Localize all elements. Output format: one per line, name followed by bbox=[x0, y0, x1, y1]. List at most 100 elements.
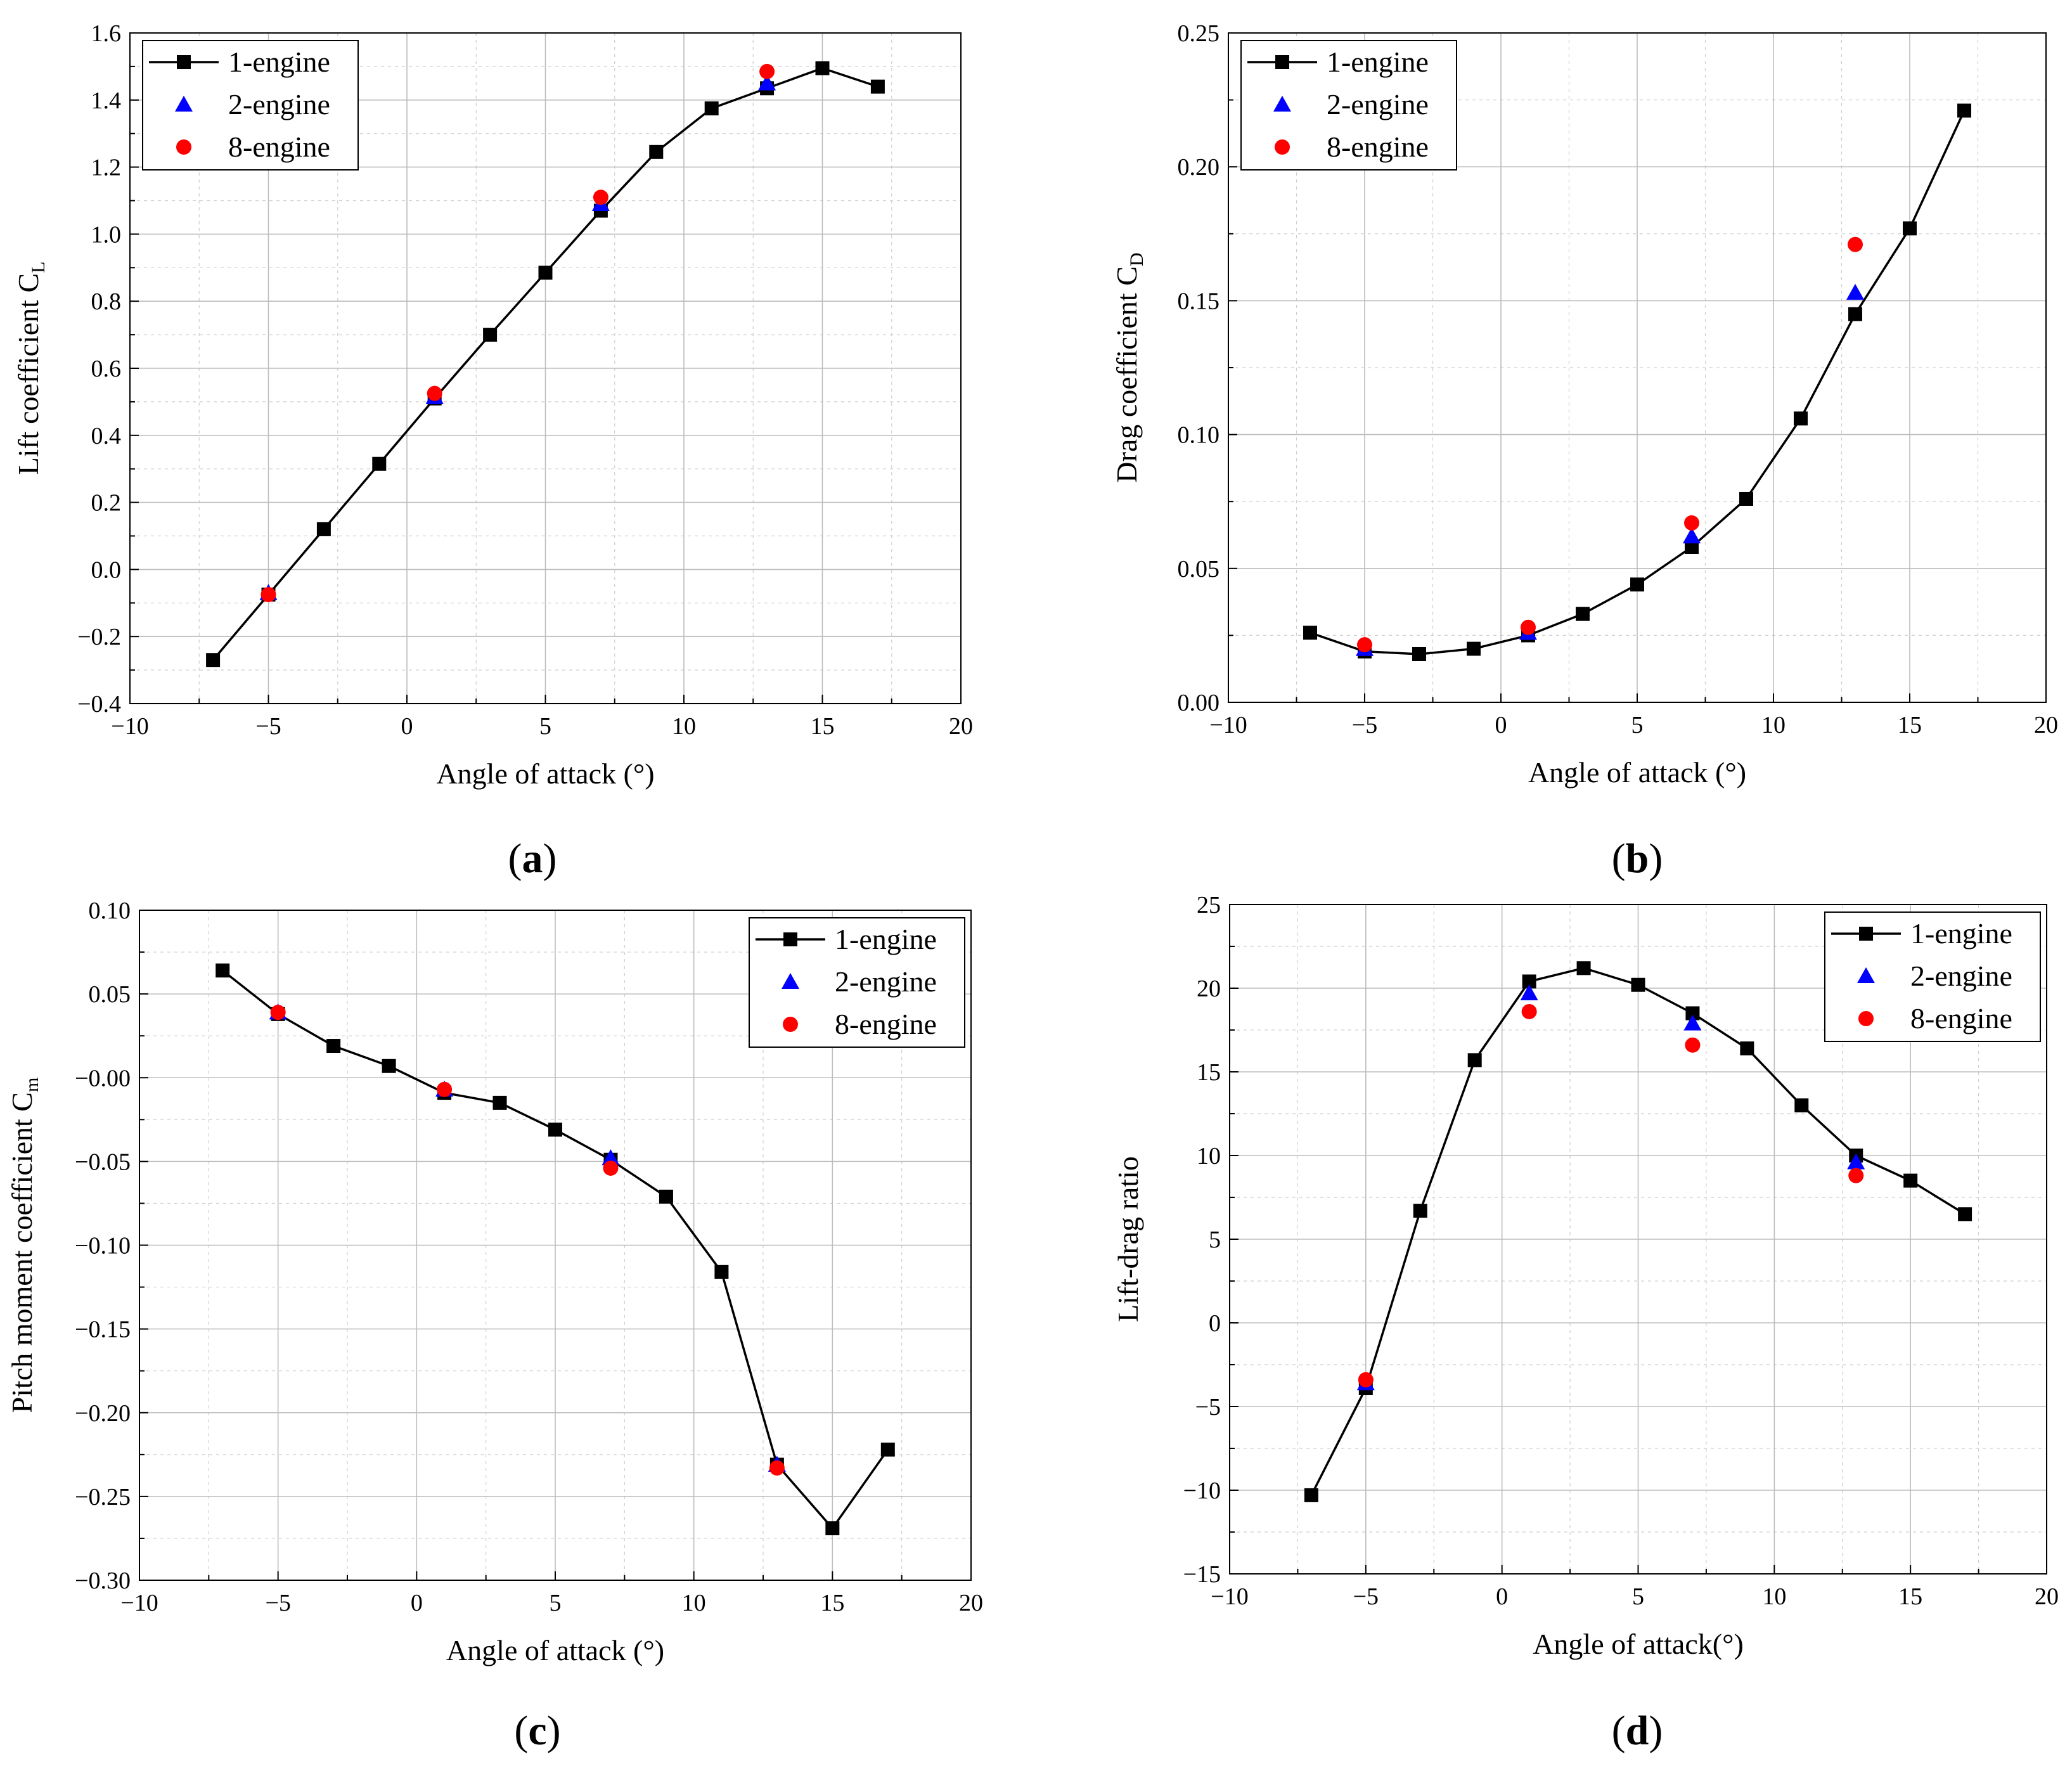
data-point-circle bbox=[427, 385, 442, 401]
legend-marker-circle bbox=[783, 1017, 798, 1032]
x-tick-label: 15 bbox=[1898, 712, 1922, 738]
legend: 1-engine 2-engine 8-engine bbox=[1240, 40, 1457, 171]
x-tick-label: 0 bbox=[1495, 712, 1507, 738]
data-point-triangle bbox=[1683, 1014, 1702, 1031]
data-point-circle bbox=[1684, 515, 1699, 531]
data-point-square bbox=[538, 266, 553, 280]
y-tick-label: 10 bbox=[1197, 1143, 1221, 1169]
data-point-square bbox=[548, 1123, 562, 1137]
series-8-engine bbox=[261, 63, 775, 603]
data-point-triangle bbox=[1520, 984, 1538, 1001]
data-point-circle bbox=[270, 1005, 286, 1021]
y-axis-title-subscript: L bbox=[28, 262, 49, 273]
y-tick-label: −5 bbox=[1195, 1394, 1221, 1420]
x-axis-title: Angle of attack (°) bbox=[446, 1634, 664, 1666]
data-point-square bbox=[714, 1265, 729, 1279]
data-point-square bbox=[1304, 1488, 1318, 1502]
x-tick-label: 5 bbox=[539, 713, 551, 740]
y-tick-label: 0.05 bbox=[89, 981, 131, 1008]
legend-label: 2-engine bbox=[1327, 88, 1429, 120]
x-tick-label: 0 bbox=[411, 1590, 423, 1616]
legend-label: 8-engine bbox=[228, 131, 330, 163]
data-point-square bbox=[649, 145, 664, 159]
y-tick-label: 1.2 bbox=[91, 155, 122, 181]
legend-label: 1-engine bbox=[1910, 917, 2012, 950]
y-tick-label: 0.05 bbox=[1178, 556, 1220, 583]
y-tick-label: 0.15 bbox=[1178, 288, 1220, 314]
y-tick-label: 0.2 bbox=[91, 490, 122, 517]
data-point-square bbox=[372, 456, 387, 471]
data-point-square bbox=[1576, 607, 1590, 621]
legend-marker-triangle bbox=[782, 973, 799, 989]
data-point-square bbox=[1739, 491, 1753, 506]
legend-marker-circle bbox=[1275, 139, 1290, 155]
legend-label: 1-engine bbox=[228, 46, 330, 78]
x-tick-label: 20 bbox=[959, 1590, 983, 1616]
data-point-circle bbox=[593, 190, 608, 205]
data-point-square bbox=[1848, 307, 1862, 321]
y-axis-title: Lift coefficient CL bbox=[12, 262, 49, 475]
data-point-triangle bbox=[1683, 527, 1701, 544]
y-tick-label: 0.25 bbox=[1178, 20, 1220, 47]
legend-label: 2-engine bbox=[1910, 960, 2012, 992]
data-point-square bbox=[1467, 641, 1481, 656]
data-point-circle bbox=[437, 1081, 453, 1097]
legend-marker-square bbox=[1275, 55, 1289, 69]
y-tick-label: −0.4 bbox=[77, 691, 121, 718]
y-tick-label: −0.2 bbox=[77, 624, 121, 650]
data-point-square bbox=[1412, 647, 1426, 661]
y-tick-label: 0.8 bbox=[91, 288, 122, 315]
data-point-square bbox=[1576, 961, 1591, 976]
legend-label: 1-engine bbox=[1327, 46, 1429, 78]
plot-frame bbox=[129, 32, 962, 704]
data-point-triangle bbox=[1846, 283, 1864, 300]
y-tick-label: 1.6 bbox=[91, 20, 122, 47]
data-point-square bbox=[326, 1039, 341, 1053]
axis-ticks: −10 −5 0 5 10 15 20 0.00 0.05 0.10 0.15 0.20 0.25 bbox=[1178, 20, 2059, 738]
legend-marker-square bbox=[177, 55, 191, 69]
plot-frame bbox=[1228, 32, 2047, 703]
x-tick-label: −5 bbox=[1352, 712, 1377, 738]
data-point-triangle bbox=[1847, 1153, 1865, 1169]
y-tick-label: −0.25 bbox=[75, 1484, 131, 1510]
data-point-circle bbox=[1358, 1372, 1374, 1388]
series-8-engine bbox=[1358, 1003, 1864, 1388]
legend-marker-circle bbox=[176, 139, 191, 155]
panel-label: (d) bbox=[1612, 1708, 1663, 1754]
legend-label: 8-engine bbox=[1327, 131, 1429, 163]
legend-marker-triangle bbox=[1273, 96, 1291, 112]
data-point-circle bbox=[1521, 619, 1536, 635]
series-1-engine bbox=[206, 61, 885, 667]
panel-label: (a) bbox=[508, 835, 557, 882]
data-point-circle bbox=[769, 1460, 785, 1476]
chart-panel-a: −10 −5 0 5 10 15 20 −0.4 −0.2 0.0 0.2 0.4 0.6 0.8 1.0 1… bbox=[12, 20, 973, 882]
data-point-square bbox=[1303, 626, 1317, 640]
data-point-square bbox=[1794, 411, 1808, 426]
x-tick-label: −5 bbox=[265, 1590, 290, 1616]
y-axis-title-subscript: m bbox=[22, 1078, 42, 1092]
data-point-square bbox=[815, 61, 830, 75]
y-tick-label: 0.10 bbox=[89, 898, 131, 924]
data-point-square bbox=[216, 963, 230, 978]
data-point-square bbox=[1631, 977, 1645, 992]
data-point-square bbox=[880, 1442, 895, 1457]
x-tick-label: 15 bbox=[1898, 1583, 1922, 1610]
x-axis-title: Angle of attack (°) bbox=[1528, 756, 1746, 789]
x-tick-label: 10 bbox=[682, 1590, 706, 1616]
y-tick-label: 1.0 bbox=[91, 221, 122, 248]
data-point-square bbox=[1413, 1204, 1427, 1218]
data-point-square bbox=[492, 1095, 507, 1110]
legend-label: 1-engine bbox=[835, 923, 937, 955]
legend-marker-triangle bbox=[1857, 967, 1875, 983]
y-tick-label: 0.00 bbox=[1178, 690, 1220, 716]
data-point-triangle bbox=[602, 1149, 620, 1166]
y-tick-label: −0.15 bbox=[75, 1317, 131, 1343]
data-point-circle bbox=[1848, 236, 1863, 252]
y-tick-label: 0.20 bbox=[1178, 154, 1220, 181]
y-tick-label: 1.4 bbox=[91, 87, 122, 114]
y-tick-label: 25 bbox=[1197, 892, 1221, 918]
data-point-square bbox=[483, 328, 498, 342]
data-point-circle bbox=[759, 63, 775, 79]
x-tick-label: 5 bbox=[1632, 1583, 1644, 1610]
